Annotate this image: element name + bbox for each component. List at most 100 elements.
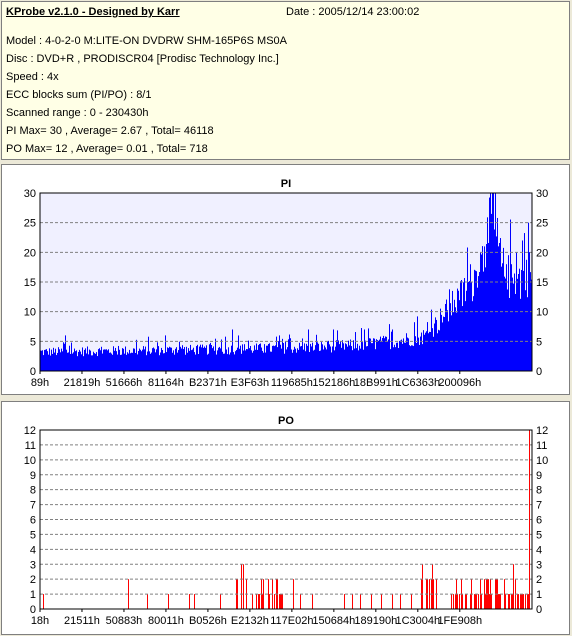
bar <box>328 340 329 371</box>
bar <box>110 352 111 371</box>
bar <box>112 354 113 371</box>
info-panel: KProbe v2.1.0 - Designed by Karr Date : … <box>1 1 570 160</box>
chart-title: PO <box>278 415 294 427</box>
bar <box>466 594 467 609</box>
bar <box>213 346 214 371</box>
bar <box>442 322 443 371</box>
bar <box>100 350 101 371</box>
bar <box>262 594 263 609</box>
bar <box>424 334 425 371</box>
bar <box>408 338 409 371</box>
y-tick-left: 10 <box>24 455 36 467</box>
bar <box>274 346 275 371</box>
bar <box>141 351 142 371</box>
bar <box>491 594 492 609</box>
bar <box>148 336 149 371</box>
bar <box>241 564 242 609</box>
bar <box>467 247 468 371</box>
bar <box>174 354 175 371</box>
bar <box>109 352 110 371</box>
bar <box>407 337 408 371</box>
bar <box>107 350 108 371</box>
bar <box>51 349 52 371</box>
bar <box>209 344 210 371</box>
bar <box>255 349 256 371</box>
po-summary-line: PO Max= 12 , Average= 0.01 , Total= 718 <box>6 143 208 155</box>
bar <box>381 594 382 609</box>
bar <box>96 352 97 371</box>
bar <box>339 344 340 371</box>
x-tick-label: 80011h <box>148 615 184 627</box>
bar <box>488 579 489 609</box>
bar <box>99 348 100 371</box>
plot-frame <box>39 192 533 372</box>
bar <box>356 348 357 371</box>
bar <box>172 352 173 371</box>
bar <box>441 314 442 371</box>
bar <box>337 330 338 371</box>
bar <box>375 349 376 371</box>
bar <box>152 348 153 371</box>
y-tick-left: 15 <box>24 277 36 289</box>
bar <box>292 352 293 371</box>
bar <box>56 355 57 371</box>
bar <box>322 344 323 371</box>
y-tick-right: 0 <box>536 604 542 616</box>
bar <box>207 354 208 371</box>
bar <box>281 594 282 609</box>
bar <box>259 343 260 371</box>
bar <box>186 346 187 371</box>
bar <box>167 347 168 371</box>
x-tick-label: 150684h <box>312 615 355 627</box>
bar <box>499 242 500 371</box>
bar <box>106 349 107 371</box>
bar <box>208 353 209 371</box>
bar <box>162 350 163 371</box>
bar <box>73 352 74 371</box>
bar <box>431 309 432 371</box>
bar <box>351 346 352 371</box>
bar <box>269 594 270 609</box>
bar <box>517 278 518 371</box>
bar <box>194 594 195 609</box>
bar <box>417 316 418 371</box>
bar <box>90 350 91 371</box>
y-tick-right: 25 <box>536 218 548 230</box>
bar <box>323 349 324 371</box>
bar <box>455 594 456 609</box>
bar <box>194 352 195 371</box>
bar <box>521 594 522 609</box>
bar <box>418 337 419 371</box>
y-tick-right: 9 <box>536 470 542 482</box>
bar <box>168 594 169 609</box>
bar <box>199 346 200 371</box>
bar <box>338 340 339 371</box>
bar <box>450 303 451 371</box>
bar <box>523 270 524 371</box>
bar <box>184 347 185 371</box>
bar <box>464 278 465 371</box>
bar <box>423 330 424 371</box>
bar <box>102 353 103 371</box>
bar <box>505 594 506 609</box>
x-tick-label: 81164h <box>148 377 184 389</box>
x-tick-label: 1FE908h <box>437 615 482 627</box>
bar <box>394 344 395 371</box>
bar <box>392 329 393 371</box>
bar <box>383 335 384 371</box>
bar <box>389 324 390 371</box>
bar <box>203 347 204 371</box>
pi-chart: PI 0 0 5 5 10 10 15 15 20 20 25 25 30 30 89h 21819h 51666… <box>24 178 549 389</box>
pi-summary-line: PI Max= 30 , Average= 2.67 , Total= 4611… <box>6 125 214 137</box>
y-tick-left: 8 <box>30 485 36 497</box>
bar <box>501 266 502 371</box>
bar <box>484 579 485 609</box>
bar <box>233 352 234 371</box>
bar <box>247 349 248 371</box>
bar <box>364 329 365 371</box>
bar <box>419 344 420 371</box>
bar <box>382 338 383 371</box>
bar <box>256 343 257 371</box>
bar <box>265 352 266 371</box>
bar <box>422 564 423 609</box>
